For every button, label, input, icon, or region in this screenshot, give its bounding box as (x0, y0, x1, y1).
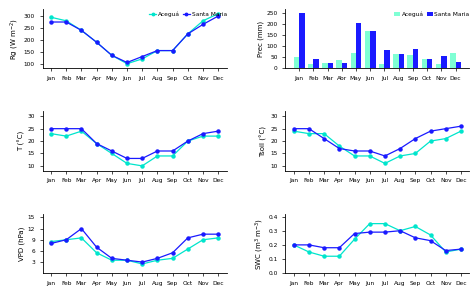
Santa Maria (94, 40, 100, 44)
Santa Maria (185, 32, 191, 36)
Bar (294, 57, 299, 68)
Aceguá (185, 32, 191, 36)
Bar (422, 59, 427, 68)
Santa Maria (200, 23, 206, 26)
Bar (441, 56, 447, 68)
Y-axis label: Tsoil (°C): Tsoil (°C) (260, 126, 267, 157)
Y-axis label: SWC (m$^3$ m$^{-3}$): SWC (m$^3$ m$^{-3}$) (253, 217, 265, 270)
Bar (393, 54, 399, 68)
Bar (308, 64, 313, 68)
Bar (322, 63, 328, 68)
Bar (337, 60, 342, 68)
Bar (408, 55, 413, 68)
Line: Aceguá: Aceguá (49, 12, 220, 65)
Bar (413, 49, 418, 68)
Aceguá (139, 57, 145, 61)
Santa Maria (124, 61, 130, 64)
Bar (456, 62, 461, 68)
Bar (370, 31, 375, 68)
Line: Santa Maria: Santa Maria (49, 15, 220, 64)
Y-axis label: Rg (W m$^{-2}$): Rg (W m$^{-2}$) (9, 18, 21, 60)
Aceguá (79, 29, 84, 32)
Bar (342, 63, 347, 68)
Bar (450, 53, 456, 68)
Legend: Aceguá, Santa Maria: Aceguá, Santa Maria (393, 11, 470, 17)
Bar (356, 23, 361, 68)
Aceguá (94, 40, 100, 44)
Bar (351, 53, 356, 68)
Santa Maria (155, 49, 160, 52)
Bar (313, 59, 319, 68)
Bar (399, 54, 404, 68)
Aceguá (124, 62, 130, 65)
Santa Maria (109, 53, 115, 57)
Bar (365, 31, 370, 68)
Aceguá (64, 19, 69, 23)
Bar (299, 13, 304, 68)
Bar (379, 64, 384, 68)
Bar (328, 63, 333, 68)
Santa Maria (64, 20, 69, 24)
Aceguá (48, 15, 54, 19)
Aceguá (170, 49, 175, 52)
Bar (436, 64, 441, 68)
Santa Maria (215, 14, 221, 18)
Bar (427, 59, 432, 68)
Aceguá (200, 19, 206, 23)
Santa Maria (79, 29, 84, 32)
Y-axis label: VPD (hPa): VPD (hPa) (18, 226, 25, 261)
Legend: Aceguá, Santa Maria: Aceguá, Santa Maria (148, 11, 228, 17)
Aceguá (215, 12, 221, 15)
Santa Maria (139, 55, 145, 58)
Aceguá (155, 49, 160, 52)
Santa Maria (48, 20, 54, 24)
Santa Maria (170, 49, 175, 52)
Bar (384, 50, 390, 68)
Y-axis label: Prec (mm): Prec (mm) (257, 20, 264, 57)
Aceguá (109, 53, 115, 57)
Y-axis label: T (°C): T (°C) (18, 131, 25, 151)
